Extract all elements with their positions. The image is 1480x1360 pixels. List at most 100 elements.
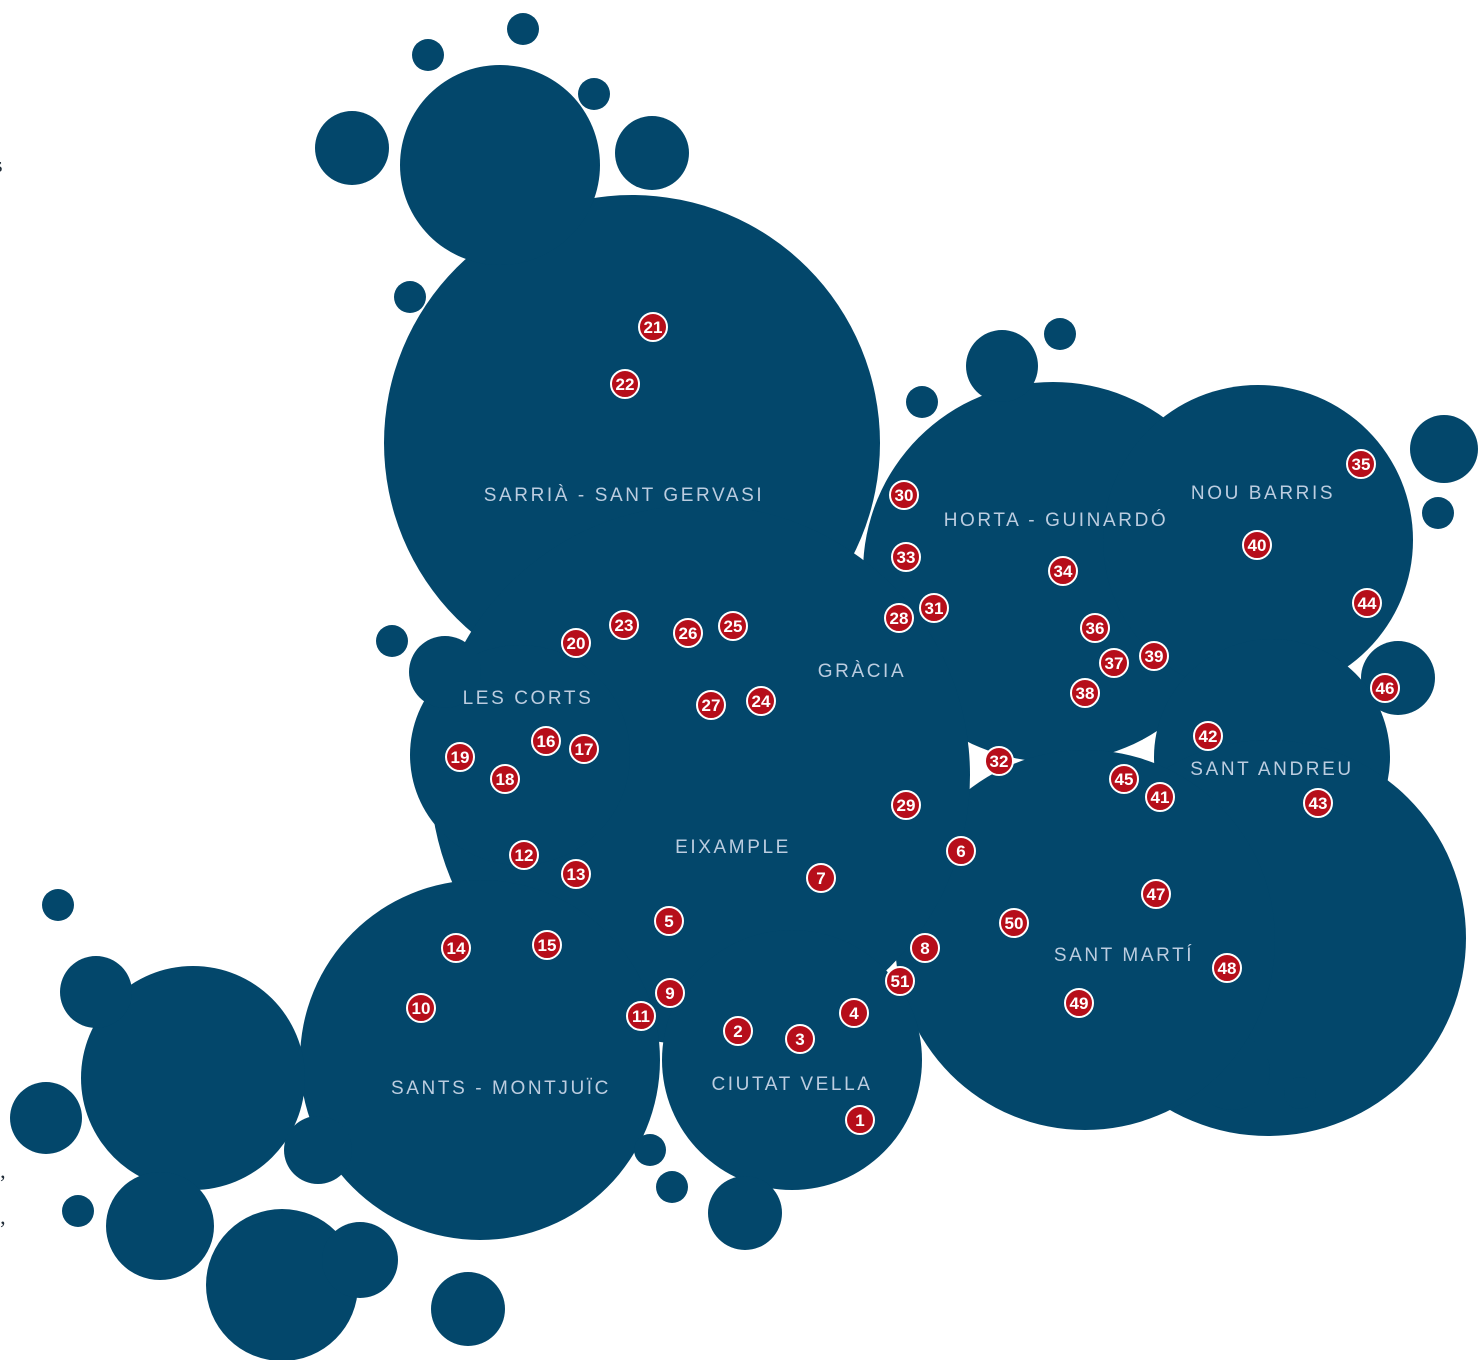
- location-marker-23[interactable]: 23: [609, 610, 639, 640]
- location-marker-dot: [626, 1001, 656, 1031]
- location-marker-45[interactable]: 45: [1109, 764, 1139, 794]
- location-marker-number: 16: [537, 732, 556, 751]
- location-marker-38[interactable]: 38: [1070, 678, 1100, 708]
- location-marker-42[interactable]: 42: [1193, 721, 1223, 751]
- location-marker-14[interactable]: 14: [441, 933, 471, 963]
- location-marker-dot: [1303, 788, 1333, 818]
- location-marker-19[interactable]: 19: [445, 742, 475, 772]
- location-marker-49[interactable]: 49: [1064, 988, 1094, 1018]
- location-marker-dot: [673, 618, 703, 648]
- location-marker-dot: [609, 610, 639, 640]
- district-bubble-38: [708, 1176, 782, 1250]
- district-bubble-33: [431, 1272, 505, 1346]
- location-marker-22[interactable]: 22: [610, 369, 640, 399]
- location-marker-15[interactable]: 15: [532, 930, 562, 960]
- district-bubble-12: [1044, 318, 1076, 350]
- location-marker-number: 25: [724, 617, 743, 636]
- location-marker-number: 50: [1005, 914, 1024, 933]
- district-bubble-30: [106, 1172, 214, 1280]
- location-marker-number: 43: [1309, 794, 1328, 813]
- location-marker-35[interactable]: 35: [1346, 449, 1376, 479]
- location-marker-number: 13: [567, 865, 586, 884]
- location-marker-7[interactable]: 7: [806, 863, 836, 893]
- district-bubble-31: [206, 1209, 358, 1360]
- location-marker-8[interactable]: 8: [910, 933, 940, 963]
- location-marker-51[interactable]: 51: [885, 966, 915, 996]
- location-marker-29[interactable]: 29: [891, 790, 921, 820]
- location-marker-number: 51: [891, 972, 910, 991]
- location-marker-28[interactable]: 28: [884, 603, 914, 633]
- district-bubble-35: [42, 889, 74, 921]
- district-bubble-6: [507, 13, 539, 45]
- location-marker-25[interactable]: 25: [718, 611, 748, 641]
- location-marker-33[interactable]: 33: [891, 542, 921, 572]
- location-marker-1[interactable]: 1: [845, 1105, 875, 1135]
- location-marker-34[interactable]: 34: [1048, 556, 1078, 586]
- location-marker-4[interactable]: 4: [839, 998, 869, 1028]
- location-marker-37[interactable]: 37: [1099, 648, 1129, 678]
- location-marker-39[interactable]: 39: [1139, 641, 1169, 671]
- location-marker-number: 27: [702, 696, 721, 715]
- location-marker-2[interactable]: 2: [723, 1016, 753, 1046]
- location-marker-dot: [984, 746, 1014, 776]
- location-marker-dot: [746, 686, 776, 716]
- location-marker-dot: [946, 836, 976, 866]
- location-marker-dot: [919, 593, 949, 623]
- location-marker-dot: [532, 930, 562, 960]
- location-marker-dot: [1145, 782, 1175, 812]
- location-marker-number: 26: [679, 624, 698, 643]
- location-marker-number: 4: [849, 1004, 859, 1023]
- location-marker-27[interactable]: 27: [696, 690, 726, 720]
- location-marker-11[interactable]: 11: [626, 1001, 656, 1031]
- location-marker-26[interactable]: 26: [673, 618, 703, 648]
- location-marker-dot: [785, 1024, 815, 1054]
- location-marker-number: 11: [632, 1007, 650, 1026]
- location-marker-40[interactable]: 40: [1242, 530, 1272, 560]
- location-marker-dot: [1193, 721, 1223, 751]
- cropped-text-fragment-2: t,: [0, 1158, 6, 1183]
- location-marker-number: 47: [1147, 885, 1166, 904]
- location-marker-number: 31: [925, 599, 944, 618]
- location-marker-36[interactable]: 36: [1080, 613, 1110, 643]
- district-bubble-11: [966, 330, 1038, 402]
- location-marker-31[interactable]: 31: [919, 593, 949, 623]
- location-marker-18[interactable]: 18: [490, 764, 520, 794]
- location-marker-number: 23: [615, 616, 634, 635]
- location-marker-41[interactable]: 41: [1145, 782, 1175, 812]
- location-marker-number: 8: [920, 939, 929, 958]
- location-marker-44[interactable]: 44: [1352, 588, 1382, 618]
- location-marker-number: 19: [451, 748, 470, 767]
- location-marker-20[interactable]: 20: [561, 628, 591, 658]
- location-marker-13[interactable]: 13: [561, 859, 591, 889]
- location-marker-9[interactable]: 9: [655, 978, 685, 1008]
- location-marker-24[interactable]: 24: [746, 686, 776, 716]
- location-marker-dot: [654, 906, 684, 936]
- location-marker-dot: [889, 480, 919, 510]
- location-marker-30[interactable]: 30: [889, 480, 919, 510]
- location-marker-12[interactable]: 12: [509, 840, 539, 870]
- location-marker-32[interactable]: 32: [984, 746, 1014, 776]
- location-marker-number: 38: [1076, 684, 1095, 703]
- location-marker-16[interactable]: 16: [531, 726, 561, 756]
- location-marker-21[interactable]: 21: [638, 312, 668, 342]
- location-marker-43[interactable]: 43: [1303, 788, 1333, 818]
- district-bubble-15: [1422, 497, 1454, 529]
- location-marker-48[interactable]: 48: [1212, 953, 1242, 983]
- location-marker-6[interactable]: 6: [946, 836, 976, 866]
- district-bubble-13: [906, 386, 938, 418]
- location-marker-dot: [445, 742, 475, 772]
- location-marker-3[interactable]: 3: [785, 1024, 815, 1054]
- location-marker-dot: [718, 611, 748, 641]
- location-marker-10[interactable]: 10: [406, 993, 436, 1023]
- location-marker-number: 10: [412, 999, 431, 1018]
- location-marker-50[interactable]: 50: [999, 908, 1029, 938]
- location-marker-5[interactable]: 5: [654, 906, 684, 936]
- district-bubble-39: [656, 1171, 688, 1203]
- location-marker-47[interactable]: 47: [1141, 879, 1171, 909]
- location-marker-number: 44: [1358, 594, 1377, 613]
- location-marker-number: 49: [1070, 994, 1089, 1013]
- location-marker-17[interactable]: 17: [569, 734, 599, 764]
- location-marker-number: 39: [1145, 647, 1164, 666]
- location-marker-number: 36: [1086, 619, 1105, 638]
- location-marker-46[interactable]: 46: [1370, 673, 1400, 703]
